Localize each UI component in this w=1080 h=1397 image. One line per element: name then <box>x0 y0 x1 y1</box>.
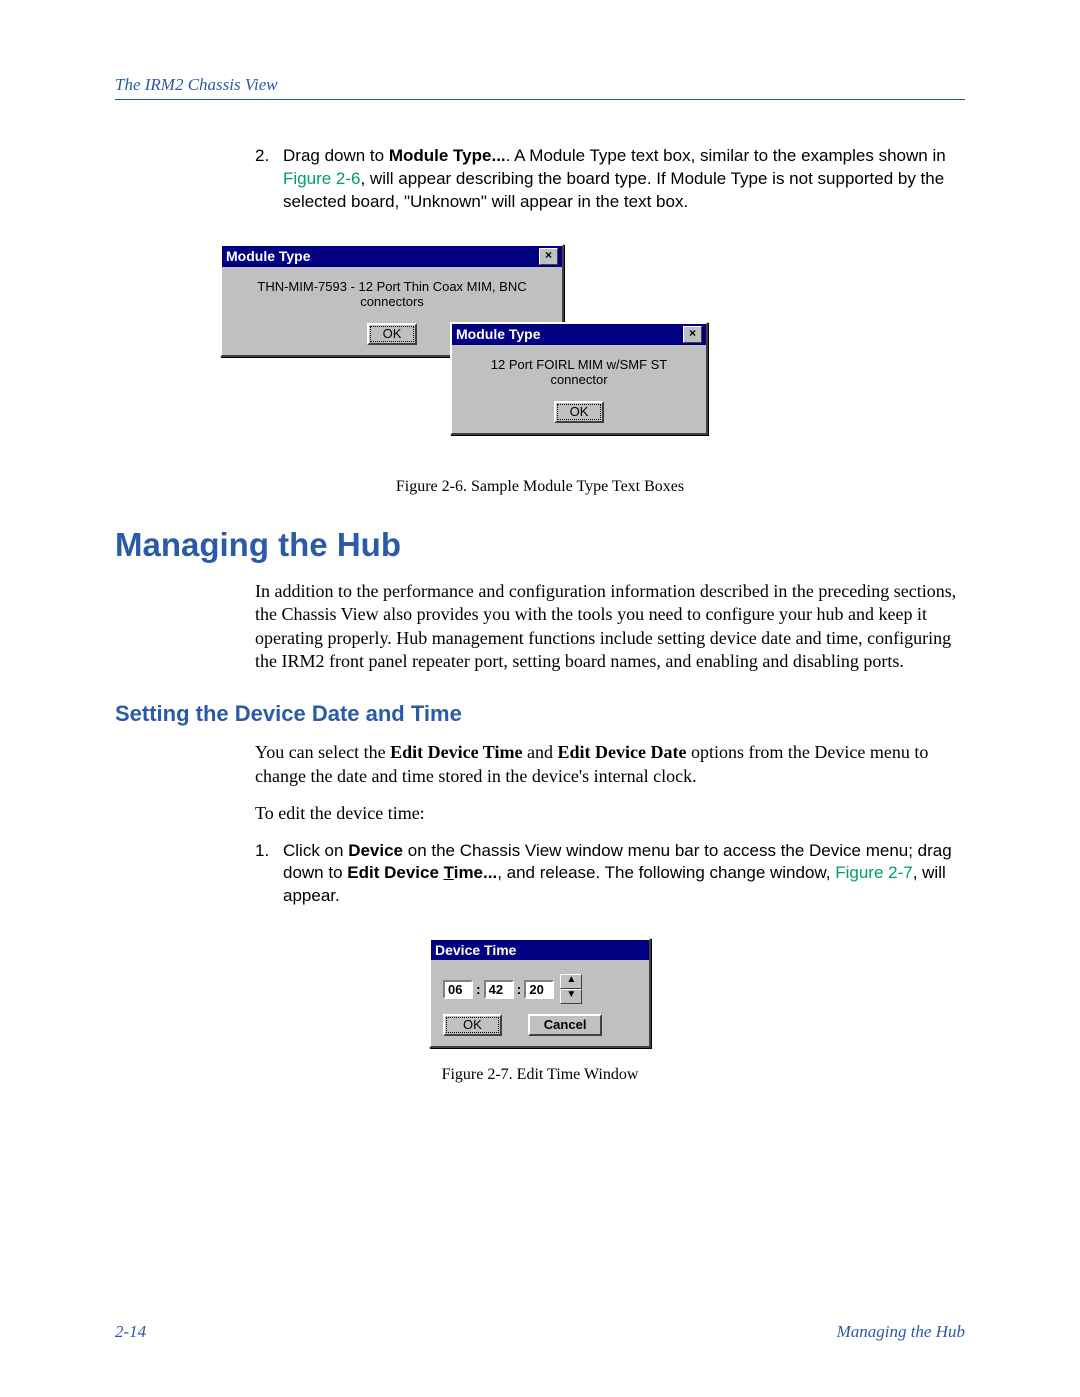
header-rule <box>115 99 965 100</box>
paragraph: You can select the Edit Device Time and … <box>255 741 965 788</box>
figure-2-6: Module Type × THN-MIM-7593 - 12 Port Thi… <box>220 244 965 464</box>
time-spinner[interactable]: ▲ ▼ <box>560 974 582 1004</box>
dialog-titlebar: Module Type × <box>452 324 706 345</box>
time-colon: : <box>514 981 525 997</box>
figure-2-6-caption: Figure 2-6. Sample Module Type Text Boxe… <box>115 478 965 496</box>
figure-reference[interactable]: Figure 2-7 <box>835 863 912 882</box>
heading-managing-the-hub: Managing the Hub <box>115 526 965 564</box>
text: , and release. The following change wind… <box>497 863 835 882</box>
bold-text: Edit Device Time... <box>347 863 497 882</box>
cancel-button[interactable]: Cancel <box>528 1014 603 1036</box>
dialog-titlebar: Device Time <box>431 940 649 960</box>
text: and <box>522 742 557 762</box>
step-number: 1. <box>255 840 283 909</box>
heading-setting-device-date-time: Setting the Device Date and Time <box>115 701 965 727</box>
section-name: Managing the Hub <box>837 1322 965 1342</box>
ok-button[interactable]: OK <box>367 323 418 345</box>
page-number: 2-14 <box>115 1322 146 1342</box>
dialog-title: Module Type <box>456 326 541 342</box>
figure-2-7-caption: Figure 2-7. Edit Time Window <box>115 1066 965 1084</box>
step-number: 2. <box>255 145 283 214</box>
page: The IRM2 Chassis View 2. Drag down to Mo… <box>0 0 1080 1397</box>
figure-2-7: Device Time 06 : 42 : 20 ▲ ▼ OK Cancel <box>115 938 965 1058</box>
dialog-text: 12 Port FOIRL MIM w/SMF ST connector <box>462 357 696 401</box>
text: Drag down to <box>283 146 389 165</box>
step-text: Click on Device on the Chassis View wind… <box>283 840 965 909</box>
step-2: 2. Drag down to Module Type.... A Module… <box>255 145 965 214</box>
text: You can select the <box>255 742 390 762</box>
step-text: Drag down to Module Type.... A Module Ty… <box>283 145 965 214</box>
bold-text: Edit Device Date <box>557 742 686 762</box>
spin-down-icon[interactable]: ▼ <box>560 989 582 1004</box>
time-colon: : <box>473 981 484 997</box>
dialog-text: THN-MIM-7593 - 12 Port Thin Coax MIM, BN… <box>232 279 552 323</box>
close-icon[interactable]: × <box>683 326 702 343</box>
dialog-body: 06 : 42 : 20 ▲ ▼ OK Cancel <box>431 960 649 1046</box>
page-footer: 2-14 Managing the Hub <box>115 1322 965 1342</box>
seconds-field[interactable]: 20 <box>524 980 554 999</box>
bold-text: Device <box>348 841 403 860</box>
ok-button[interactable]: OK <box>443 1014 502 1036</box>
ok-button[interactable]: OK <box>554 401 605 423</box>
intro-paragraph: In addition to the performance and confi… <box>255 580 965 674</box>
module-type-dialog-2: Module Type × 12 Port FOIRL MIM w/SMF ST… <box>450 322 708 435</box>
bold-text: Edit Device Time <box>390 742 522 762</box>
paragraph: To edit the device time: <box>255 802 965 825</box>
close-icon[interactable]: × <box>539 248 558 265</box>
spin-up-icon[interactable]: ▲ <box>560 974 582 989</box>
dialog-body: 12 Port FOIRL MIM w/SMF ST connector OK <box>452 345 706 433</box>
step-1: 1. Click on Device on the Chassis View w… <box>255 840 965 909</box>
dialog-title: Device Time <box>435 942 516 958</box>
figure-reference[interactable]: Figure 2-6 <box>283 169 360 188</box>
dialog-title: Module Type <box>226 248 311 264</box>
text: Click on <box>283 841 348 860</box>
text: , will appear describing the board type.… <box>283 169 944 211</box>
button-row: OK Cancel <box>443 1014 637 1036</box>
minutes-field[interactable]: 42 <box>484 980 514 999</box>
hours-field[interactable]: 06 <box>443 980 473 999</box>
text: . A Module Type text box, similar to the… <box>506 146 946 165</box>
body-column: 2. Drag down to Module Type.... A Module… <box>255 145 965 214</box>
bold-text: Module Type... <box>389 146 506 165</box>
device-time-dialog: Device Time 06 : 42 : 20 ▲ ▼ OK Cancel <box>429 938 651 1048</box>
dialog-titlebar: Module Type × <box>222 246 562 267</box>
running-header: The IRM2 Chassis View <box>115 75 965 95</box>
time-row: 06 : 42 : 20 ▲ ▼ <box>443 974 637 1004</box>
